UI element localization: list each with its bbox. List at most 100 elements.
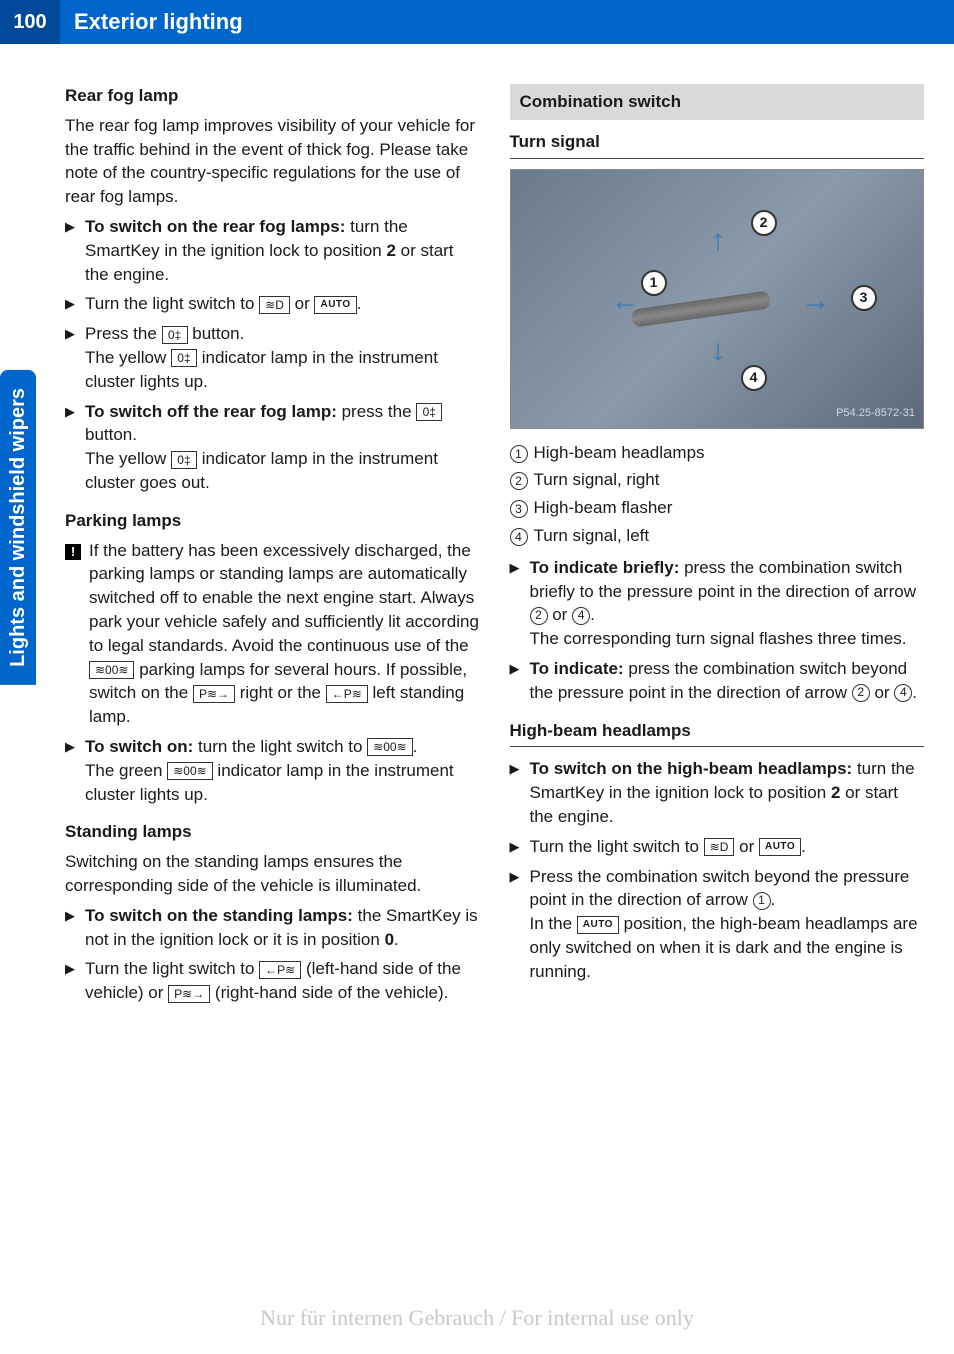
text: press the — [337, 402, 416, 421]
callout-4: 4 — [741, 365, 767, 391]
text: or — [870, 683, 895, 702]
text: button. — [85, 425, 137, 444]
standright-icon: P≋→ — [168, 985, 210, 1003]
list-item: ▶ Turn the light switch to ←P≋ (left-han… — [65, 957, 480, 1005]
legend-item: 1 High-beam headlamps — [510, 441, 925, 465]
circle-3: 3 — [510, 496, 534, 520]
arrow-icon: ↑ — [711, 220, 726, 262]
bullet-body: To indicate briefly: press the combinati… — [530, 556, 925, 651]
bold-text: 2 — [831, 783, 840, 802]
text: In the — [530, 914, 577, 933]
triangle-icon: ▶ — [510, 556, 530, 651]
text: Turn the light switch to — [530, 837, 704, 856]
text: or — [734, 837, 759, 856]
rearfog-icon: 0‡ — [416, 403, 442, 421]
triangle-icon: ▶ — [65, 735, 85, 806]
list-item: ▶ To switch on the rear fog lamps: turn … — [65, 215, 480, 286]
figure-label: P54.25-8572-31 — [836, 406, 915, 421]
rear-fog-intro: The rear fog lamp improves visibility of… — [65, 114, 480, 209]
circle-2: 2 — [510, 468, 534, 492]
legend-item: 2 Turn signal, right — [510, 468, 925, 492]
exclamation-icon: ! — [65, 544, 81, 560]
lowbeam-icon: ≋D — [704, 838, 735, 856]
list-item: ▶ To indicate briefly: press the combina… — [510, 556, 925, 651]
lowbeam-icon: ≋D — [259, 296, 290, 314]
bullet-body: Turn the light switch to ≋D or AUTO. — [85, 292, 480, 316]
parking-icon: ≋00≋ — [89, 661, 134, 679]
high-beam-title: High-beam headlamps — [510, 719, 925, 748]
bullet-body: To indicate: press the combination switc… — [530, 657, 925, 705]
rear-fog-title: Rear fog lamp — [65, 84, 480, 108]
list-item: ▶ To switch on the high-beam headlamps: … — [510, 757, 925, 828]
bullet-body: To switch off the rear fog lamp: press t… — [85, 400, 480, 495]
bold-text: To switch on the rear fog lamps: — [85, 217, 345, 236]
text: . — [357, 294, 362, 313]
bold-text: To indicate briefly: — [530, 558, 680, 577]
circle-4: 4 — [510, 524, 534, 548]
list-item: ▶ Press the combination switch beyond th… — [510, 865, 925, 984]
bullet-body: To switch on: turn the light switch to ≋… — [85, 735, 480, 806]
bold-text: To switch on the standing lamps: — [85, 906, 353, 925]
rearfog-icon: 0‡ — [162, 326, 188, 344]
list-item: ▶ To indicate: press the combination swi… — [510, 657, 925, 705]
text: Press the combination switch beyond the … — [530, 867, 910, 910]
text: Turn the light switch to — [85, 959, 259, 978]
note-body: If the battery has been excessively disc… — [89, 539, 480, 729]
rearfog-icon: 0‡ — [171, 349, 197, 367]
bold-text: To indicate: — [530, 659, 624, 678]
triangle-icon: ▶ — [65, 215, 85, 286]
text: . — [912, 683, 917, 702]
text: . — [590, 605, 595, 624]
callout-3: 3 — [851, 285, 877, 311]
callout-1: 1 — [641, 270, 667, 296]
rearfog-icon: 0‡ — [171, 451, 197, 469]
list-item: ▶ Turn the light switch to ≋D or AUTO. — [65, 292, 480, 316]
bold-text: To switch on the high-beam headlamps: — [530, 759, 853, 778]
bold-text: To switch off the rear fog lamp: — [85, 402, 337, 421]
arrow-icon: ← — [611, 280, 641, 322]
text: (right-hand side of the vehicle). — [210, 983, 448, 1002]
bold-text: 0 — [385, 930, 394, 949]
inline-circle-1: 1 — [753, 892, 771, 910]
turn-signal-figure: ↑ ↓ ← → 1 2 3 4 P54.25-8572-31 — [510, 169, 925, 429]
parking-icon: ≋00≋ — [167, 762, 212, 780]
bullet-body: To switch on the standing lamps: the Sma… — [85, 904, 480, 952]
inline-circle-2: 2 — [530, 607, 548, 625]
content-area: Rear fog lamp The rear fog lamp improves… — [0, 44, 954, 1011]
left-column: Rear fog lamp The rear fog lamp improves… — [65, 84, 480, 1011]
standing-intro: Switching on the standing lamps ensures … — [65, 850, 480, 898]
text: If the battery has been excessively disc… — [89, 541, 479, 655]
header-title: Exterior lighting — [60, 7, 243, 38]
arrow-icon: → — [801, 280, 831, 322]
parking-title: Parking lamps — [65, 509, 480, 533]
side-tab: Lights and windshield wipers — [0, 370, 36, 685]
auto-icon: AUTO — [314, 296, 356, 314]
text: . — [413, 737, 418, 756]
standing-title: Standing lamps — [65, 820, 480, 844]
standleft-icon: ←P≋ — [259, 961, 301, 979]
page-number: 100 — [0, 0, 60, 44]
triangle-icon: ▶ — [65, 957, 85, 1005]
inline-circle-4: 4 — [894, 684, 912, 702]
bullet-body: To switch on the rear fog lamps: turn th… — [85, 215, 480, 286]
text: The corresponding turn signal flashes th… — [530, 629, 907, 648]
text: or — [290, 294, 315, 313]
legend-text: Turn signal, right — [534, 468, 660, 492]
triangle-icon: ▶ — [65, 322, 85, 393]
standright-icon: P≋→ — [193, 685, 235, 703]
triangle-icon: ▶ — [65, 400, 85, 495]
bullet-body: Turn the light switch to ←P≋ (left-hand … — [85, 957, 480, 1005]
legend-text: High-beam flasher — [534, 496, 673, 520]
auto-icon: AUTO — [759, 838, 801, 856]
text: right or the — [235, 683, 326, 702]
arrow-icon: ↓ — [711, 330, 726, 372]
bullet-body: To switch on the high-beam headlamps: tu… — [530, 757, 925, 828]
bold-text: 2 — [386, 241, 395, 260]
circle-1: 1 — [510, 441, 534, 465]
text: turn the light switch to — [193, 737, 367, 756]
watermark: Nur für internen Gebrauch / For internal… — [0, 1303, 954, 1334]
inline-circle-2: 2 — [852, 684, 870, 702]
legend-text: Turn signal, left — [534, 524, 650, 548]
text: or — [548, 605, 573, 624]
text: Turn the light switch to — [85, 294, 259, 313]
